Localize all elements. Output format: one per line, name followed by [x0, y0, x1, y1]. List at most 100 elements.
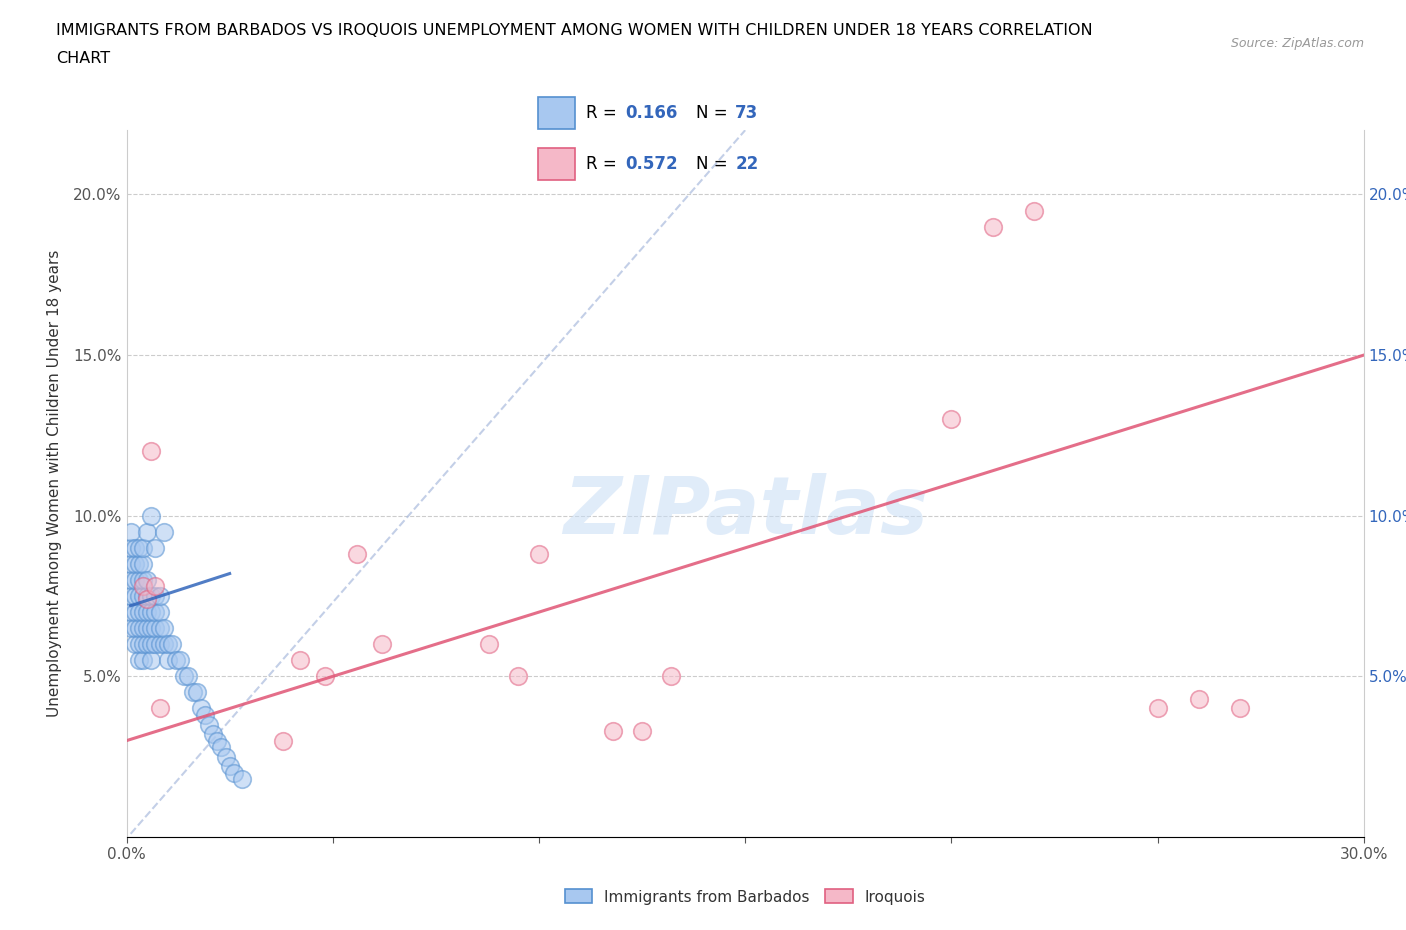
Point [124, 604, 146, 619]
Point [128, 620, 150, 635]
Point [128, 540, 150, 555]
Point [136, 620, 159, 635]
Point [132, 573, 155, 588]
Point [346, 547, 368, 562]
Point [218, 759, 240, 774]
Point [124, 589, 146, 604]
Point [136, 589, 159, 604]
Point [371, 637, 394, 652]
Point [148, 620, 170, 635]
Text: 73: 73 [735, 103, 759, 122]
Point [1022, 203, 1045, 218]
Point [209, 739, 232, 754]
Point [165, 653, 187, 668]
Point [141, 604, 163, 619]
Point [132, 653, 155, 668]
Point [120, 620, 142, 635]
Point [141, 509, 163, 524]
Point [194, 708, 217, 723]
Point [231, 772, 253, 787]
Point [136, 637, 159, 652]
Point [132, 620, 155, 635]
Point [132, 540, 155, 555]
Point [132, 556, 155, 571]
Point [981, 219, 1004, 234]
Point [148, 589, 170, 604]
Text: CHART: CHART [56, 51, 110, 66]
Text: IMMIGRANTS FROM BARBADOS VS IROQUOIS UNEMPLOYMENT AMONG WOMEN WITH CHILDREN UNDE: IMMIGRANTS FROM BARBADOS VS IROQUOIS UNE… [56, 23, 1092, 38]
Point [148, 604, 170, 619]
Point [128, 589, 150, 604]
Point [186, 685, 208, 700]
Text: ZIPatlas: ZIPatlas [562, 472, 928, 551]
Point [145, 620, 167, 635]
Point [136, 573, 159, 588]
Text: N =: N = [696, 103, 733, 122]
Point [128, 573, 150, 588]
Point [120, 540, 142, 555]
Point [207, 733, 229, 748]
Point [1188, 691, 1211, 706]
Point [173, 669, 195, 684]
Point [132, 604, 155, 619]
Point [124, 540, 146, 555]
Point [1229, 701, 1251, 716]
Point [145, 589, 167, 604]
Point [141, 620, 163, 635]
Point [478, 637, 501, 652]
Point [128, 556, 150, 571]
Point [148, 701, 170, 716]
Point [152, 637, 174, 652]
Point [141, 589, 163, 604]
Point [120, 604, 142, 619]
Point [145, 604, 167, 619]
Point [508, 669, 530, 684]
Point [136, 525, 159, 539]
Point [156, 637, 179, 652]
Point [152, 620, 174, 635]
Point [631, 724, 654, 738]
Y-axis label: Unemployment Among Women with Children Under 18 years: Unemployment Among Women with Children U… [48, 250, 62, 717]
Point [128, 637, 150, 652]
Point [160, 637, 183, 652]
Point [136, 591, 159, 606]
Point [527, 547, 550, 562]
Text: 22: 22 [735, 155, 759, 173]
Point [145, 579, 167, 594]
Point [128, 604, 150, 619]
Point [141, 653, 163, 668]
Point [120, 573, 142, 588]
Point [124, 637, 146, 652]
Legend: Immigrants from Barbados, Iroquois: Immigrants from Barbados, Iroquois [558, 884, 932, 910]
Point [124, 620, 146, 635]
Point [314, 669, 336, 684]
Point [152, 525, 174, 539]
Point [271, 733, 294, 748]
Point [132, 589, 155, 604]
Point [145, 540, 167, 555]
Point [202, 726, 225, 741]
Text: N =: N = [696, 155, 733, 173]
Point [177, 669, 200, 684]
Point [1146, 701, 1168, 716]
Point [124, 556, 146, 571]
Point [288, 653, 311, 668]
Point [145, 637, 167, 652]
Point [132, 579, 155, 594]
Point [148, 637, 170, 652]
Point [136, 604, 159, 619]
Point [120, 525, 142, 539]
Point [941, 412, 963, 427]
Point [132, 637, 155, 652]
Point [120, 589, 142, 604]
Point [214, 750, 236, 764]
Point [222, 765, 245, 780]
Text: 0.572: 0.572 [626, 155, 678, 173]
Point [181, 685, 204, 700]
Point [141, 444, 163, 458]
Text: Source: ZipAtlas.com: Source: ZipAtlas.com [1230, 37, 1364, 50]
Text: 0.166: 0.166 [626, 103, 678, 122]
Point [128, 653, 150, 668]
Point [198, 717, 221, 732]
Point [602, 724, 624, 738]
